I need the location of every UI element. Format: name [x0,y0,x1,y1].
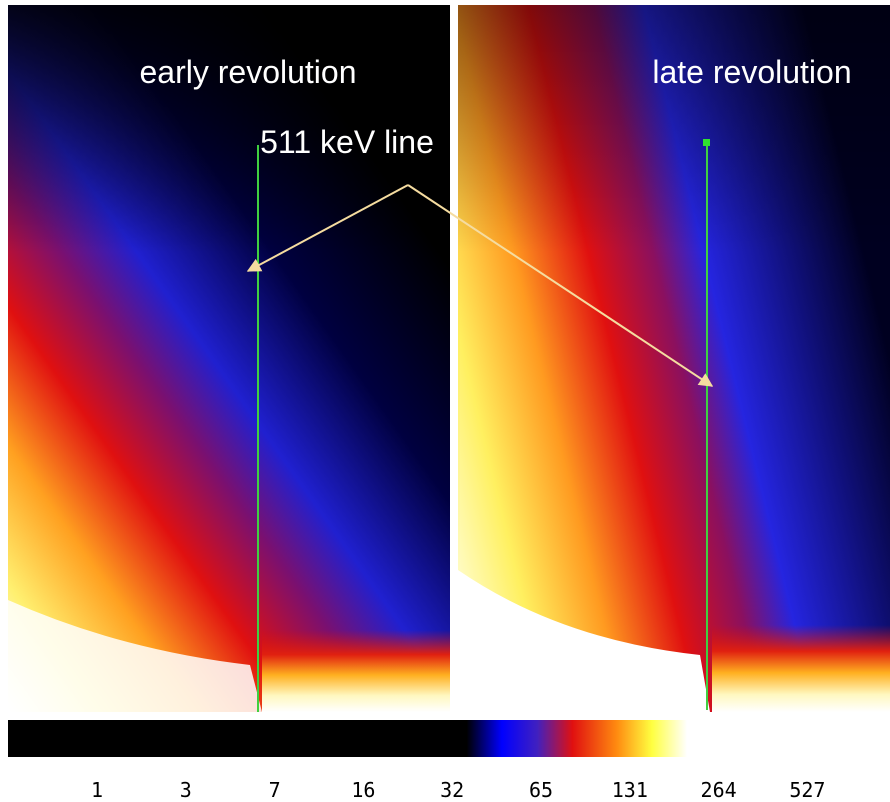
panel-early [8,5,450,712]
panel-late [458,5,890,712]
colorbar-tick-label: 7 [269,778,281,802]
colorbar-ticks: 1 3 7 16 32 65 131 264 527 [91,778,825,802]
panel-label: early revolution [140,54,357,90]
colorbar-tick-label: 527 [789,778,825,802]
panel-label: late revolution [652,54,851,90]
colorbar-tick-label: 131 [612,778,648,802]
arrow [407,184,714,387]
colorbar-tick-label: 3 [180,778,192,802]
colorbar-tick-label: 1 [91,778,103,802]
colorbar-tick-label: 16 [351,778,375,802]
colorbar-tick-label: 264 [701,778,737,802]
annotation: 511 keV line [260,124,434,160]
colorbar-tick-label: 65 [529,778,553,802]
arrow [246,184,409,272]
colorbar-tick-label: 32 [440,778,464,802]
colorbar [8,720,890,757]
separator [450,0,458,716]
